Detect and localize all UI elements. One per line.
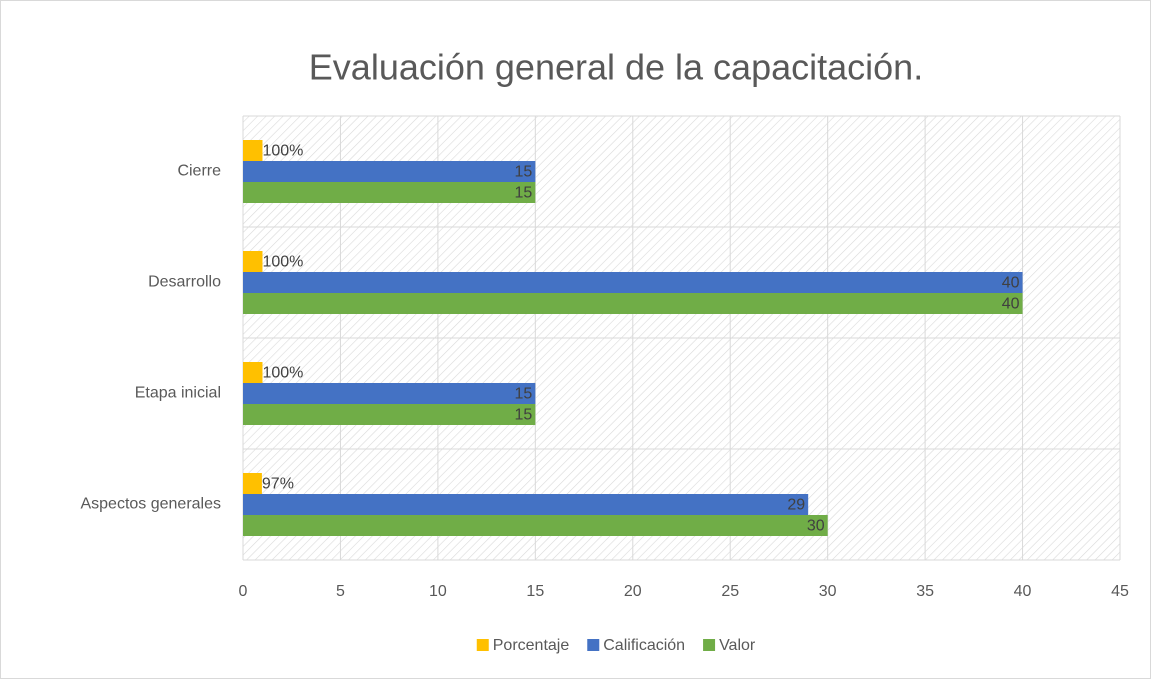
bar xyxy=(243,251,263,272)
data-label: 40 xyxy=(1002,296,1020,313)
data-label: 29 xyxy=(787,497,805,514)
data-label: 15 xyxy=(515,185,533,202)
bar xyxy=(243,404,536,425)
legend-swatch xyxy=(476,639,489,651)
bar xyxy=(243,272,1023,293)
x-tick-label: 45 xyxy=(1111,583,1129,600)
data-label: 100% xyxy=(262,365,303,382)
bar xyxy=(243,362,263,383)
data-label: 100% xyxy=(262,254,303,271)
data-label: 15 xyxy=(515,407,533,424)
bar xyxy=(243,515,828,536)
data-label: 100% xyxy=(262,143,303,160)
y-tick-label: Cierre xyxy=(177,163,221,180)
x-tick-label: 35 xyxy=(916,583,934,600)
legend-label: Valor xyxy=(719,637,756,654)
bar xyxy=(243,161,536,182)
chart-title: Evaluación general de la capacitación. xyxy=(309,47,923,88)
bar xyxy=(243,293,1023,314)
x-tick-label: 5 xyxy=(336,583,345,600)
legend-label: Calificación xyxy=(603,637,685,654)
x-tick-label: 10 xyxy=(429,583,447,600)
bar xyxy=(243,182,536,203)
data-label: 40 xyxy=(1002,275,1020,292)
data-label: 97% xyxy=(262,476,294,493)
x-tick-label: 20 xyxy=(624,583,642,600)
data-label: 15 xyxy=(515,386,533,403)
data-label: 30 xyxy=(807,518,825,535)
bar xyxy=(243,473,262,494)
x-tick-label: 30 xyxy=(819,583,837,600)
bar xyxy=(243,494,809,515)
legend-label: Porcentaje xyxy=(493,637,570,654)
bar xyxy=(243,140,263,161)
data-label: 15 xyxy=(515,164,533,181)
x-tick-label: 40 xyxy=(1014,583,1032,600)
y-tick-label: Desarrollo xyxy=(148,274,221,291)
bar xyxy=(243,383,536,404)
y-tick-label: Etapa inicial xyxy=(135,385,221,402)
legend-swatch xyxy=(587,639,600,651)
x-tick-label: 0 xyxy=(239,583,248,600)
y-tick-label: Aspectos generales xyxy=(80,496,221,513)
x-tick-label: 15 xyxy=(526,583,544,600)
legend-swatch xyxy=(703,639,716,651)
x-tick-label: 25 xyxy=(721,583,739,600)
